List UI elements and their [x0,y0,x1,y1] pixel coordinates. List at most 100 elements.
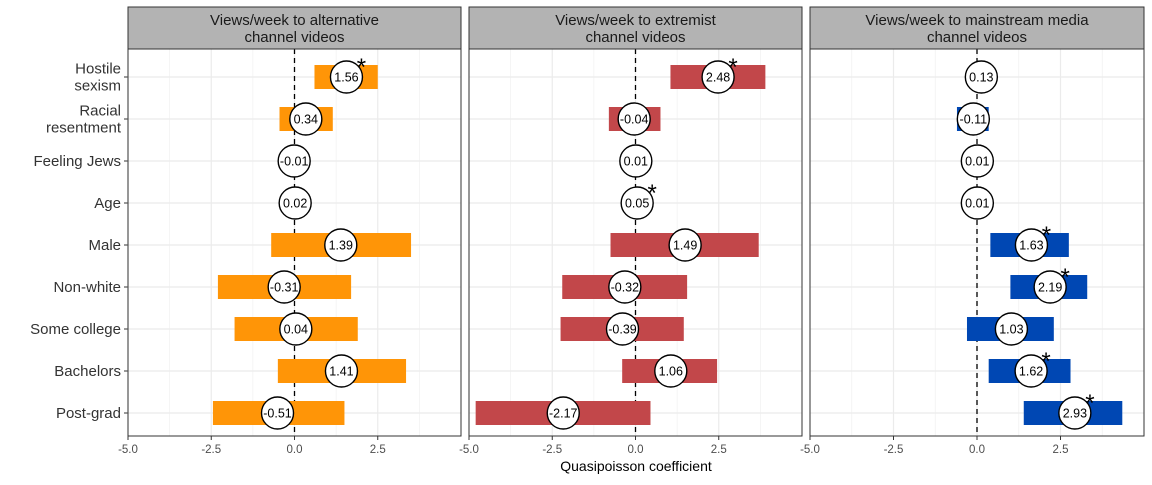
y-tick-label-8: Post-grad [56,405,121,422]
estimate-point [324,354,359,388]
panel-title: Views/week to mainstream media channel vi… [865,12,1089,46]
estimate-point [324,228,358,262]
estimate-point [668,228,702,262]
x-tick-label: -5.0 [118,444,138,456]
panel-title: Views/week to extremist channel videos [555,12,716,46]
estimate-label: 0.01 [965,197,989,211]
estimate-label: 0.02 [283,197,307,211]
estimate-label: 0.01 [624,155,648,169]
x-tick-label: 2.5 [711,444,727,456]
estimate-point [605,312,640,346]
x-tick-label: 0.0 [287,444,303,456]
estimate-point [277,144,311,178]
estimate-label: 0.05 [625,197,649,211]
panel-strip [809,6,1145,50]
panel-title-line: channel videos [244,29,344,46]
panel-title-line: Views/week to alternative [210,12,379,29]
estimate-point [278,186,312,220]
estimate-label: 1.62 [1019,365,1043,379]
significance-star: * [1060,264,1069,291]
estimate-label: -0.01 [280,155,309,169]
estimate-point [267,270,301,304]
x-tick-label: 2.5 [370,444,386,456]
x-tick-label: -5.0 [459,444,479,456]
significance-star: * [1042,222,1051,249]
panel-title-line: channel videos [585,29,685,46]
estimate-point [279,312,313,346]
estimate-label: 2.19 [1038,281,1062,295]
estimate-point [701,60,735,94]
estimate-label: -0.51 [263,407,292,421]
y-tick-label-5: Non-white [53,279,121,296]
y-tick-label-0: Hostile sexism [74,61,121,95]
y-tick-label-1: Racial resentment [46,103,122,137]
panel-2: Views/week to mainstream media channel vi… [800,6,1145,456]
estimate-point [617,102,651,136]
x-tick-label: 0.0 [969,444,985,456]
y-tick-label-line: Age [94,195,121,212]
estimate-label: 1.41 [329,365,353,379]
estimate-label: 0.13 [969,71,993,85]
y-tick-label-line: Post-grad [56,405,121,422]
x-axis-title: Quasipoisson coefficient [560,458,712,474]
panel-title: Views/week to alternative channel videos [210,12,379,46]
y-tick-label-line: Male [88,237,121,254]
estimate-point [619,144,653,178]
significance-star: * [357,54,366,81]
estimate-point [260,396,295,430]
panel-title-line: channel videos [927,29,1027,46]
estimate-label: 1.49 [673,239,697,253]
estimate-point [1033,270,1067,304]
estimate-label: 0.04 [284,323,308,337]
estimate-point [964,60,999,94]
estimate-point [329,60,364,94]
estimate-label: -0.39 [608,323,637,337]
y-tick-label-line: resentment [46,120,122,137]
panel-1: Views/week to extremist channel videos 2.4… [459,6,803,456]
estimate-label: -2.17 [549,407,578,421]
x-tick-label: 0.0 [628,444,644,456]
x-tick-label: -2.5 [884,444,904,456]
estimate-label: 1.39 [329,239,353,253]
estimate-point [1058,396,1092,430]
y-tick-label-line: Bachelors [54,363,121,380]
significance-star: * [728,54,737,81]
estimate-point [608,270,642,304]
estimate-label: 1.56 [334,71,358,85]
panel-strip [127,6,462,50]
estimate-point [960,144,995,178]
estimate-label: 0.01 [965,155,989,169]
significance-star: * [1085,390,1094,417]
estimate-label: 1.06 [659,365,683,379]
panel-title-line: Views/week to extremist [555,12,716,29]
estimate-point [960,186,995,220]
y-tick-label-line: Some college [30,321,121,338]
y-tick-label-line: Racial [79,103,121,120]
significance-star: * [647,180,656,207]
estimate-point [289,102,323,136]
estimate-label: -0.11 [960,113,988,127]
y-tick-label-4: Male [88,237,121,254]
y-tick-label-line: Non-white [53,279,121,296]
x-tick-label: -5.0 [800,444,820,456]
y-tick-label-line: Feeling Jews [33,153,121,170]
y-tick-label-7: Bachelors [54,363,121,380]
estimate-label: 1.63 [1019,239,1043,253]
y-tick-label-3: Age [94,195,121,212]
estimate-point [956,102,991,136]
significance-star: * [1041,348,1050,375]
y-tick-label-line: Hostile [75,61,121,78]
x-tick-label: -2.5 [542,444,562,456]
estimate-point [546,396,580,430]
estimate-label: -0.31 [270,281,299,295]
estimate-label: -0.04 [620,113,649,127]
estimate-label: 2.48 [706,71,730,85]
estimate-point [654,354,688,388]
x-tick-label: 2.5 [1053,444,1069,456]
estimate-label: 2.93 [1063,407,1087,421]
panel-title-line: Views/week to mainstream media [865,12,1089,29]
y-tick-label-line: sexism [74,78,121,95]
estimate-point [994,312,1029,346]
